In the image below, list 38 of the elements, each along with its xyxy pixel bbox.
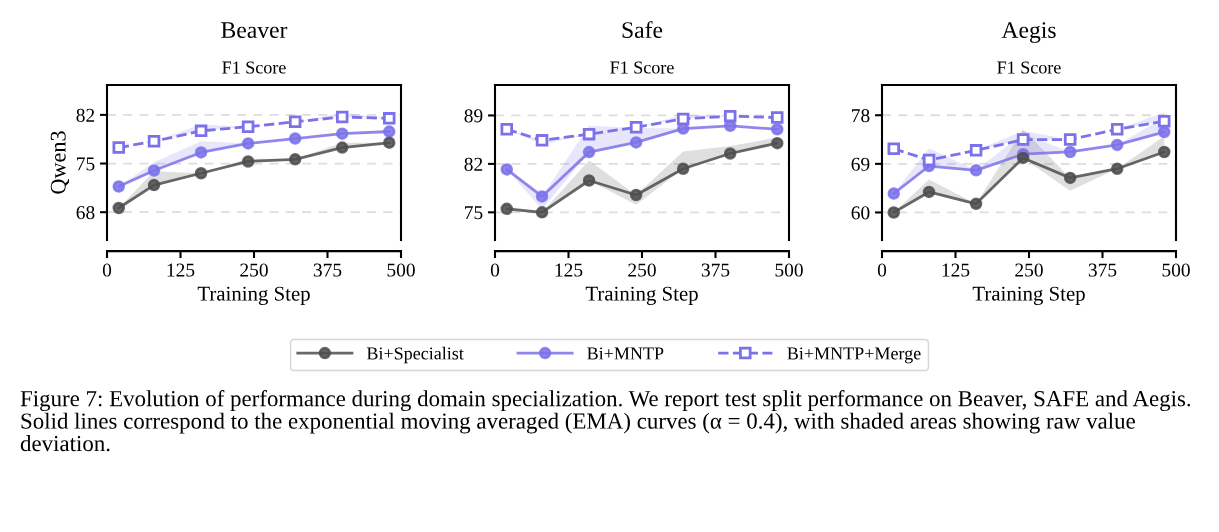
x-axis-title: Training Step [972, 286, 1085, 305]
y-tick-label: 82 [76, 108, 95, 122]
x-tick-label: 0 [877, 263, 887, 277]
x-tick-label: 250 [240, 263, 268, 277]
x-tick-label: 0 [490, 263, 500, 277]
chart-title: Aegis [1001, 22, 1056, 43]
chart-title: Beaver [221, 22, 288, 39]
y-tick-label: 78 [852, 109, 870, 123]
caption: Figure 7: Evolution of performance during domain specialization. We report test split performance on Beaver, SAFE and Aegis. Solid lines correspond to the exponential moving averaged (EMA) curves (α = 0.4), with shaded areas showing raw value deviation. [20, 390, 1191, 452]
y-tick-label: 69 [851, 157, 870, 171]
x-tick-label: 250 [1015, 263, 1043, 277]
y-tick-label: 68 [76, 206, 95, 220]
x-tick-label: 375 [701, 263, 730, 277]
x-axis-title: Training Step [197, 286, 310, 305]
legend-label: Bi+MNTP+Merge [787, 347, 921, 364]
x-tick-label: 375 [1088, 263, 1117, 277]
y-tick-label: 60 [851, 206, 870, 220]
legend-label: Bi+MNTP [587, 347, 664, 360]
chart-subtitle: F1 Score [997, 61, 1061, 74]
x-tick-label: 250 [628, 263, 656, 277]
x-tick-label: 125 [555, 263, 583, 277]
x-tick-label: 125 [942, 263, 970, 277]
x-tick-label: 500 [387, 263, 415, 277]
y-axis-title: Qwen3 [50, 131, 70, 194]
x-tick-label: 0 [102, 263, 112, 277]
x-axis-title: Training Step [585, 286, 698, 305]
legend-label: Bi+Specialist [366, 346, 464, 364]
y-tick-label: 89 [464, 109, 483, 123]
x-tick-label: 500 [1162, 263, 1190, 277]
x-tick-label: 125 [167, 263, 195, 277]
chart-title: Safe [622, 21, 663, 39]
y-tick-label: 75 [465, 206, 483, 220]
x-tick-label: 500 [775, 263, 803, 277]
y-tick-label: 82 [464, 157, 483, 171]
y-tick-label: 75 [77, 157, 95, 171]
x-tick-label: 375 [313, 263, 342, 277]
chart-subtitle: F1 Score [610, 61, 674, 74]
chart-subtitle: F1 Score [222, 61, 286, 74]
